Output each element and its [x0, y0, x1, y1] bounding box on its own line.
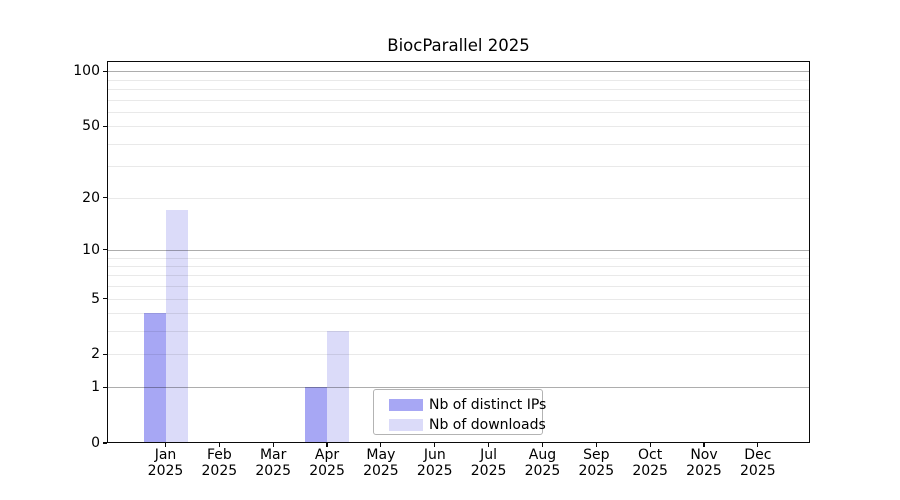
gridline-minor — [108, 313, 809, 315]
x-tick-label: Apr 2025 — [309, 447, 345, 479]
gridline-minor — [108, 143, 809, 145]
x-tick-label: Jun 2025 — [416, 447, 453, 479]
bar-distinct-ips-jan-2025 — [143, 313, 166, 443]
legend-item-distinct-ips: Nb of distinct IPs — [374, 395, 546, 415]
x-tick — [488, 443, 490, 447]
x-tick-label: Dec 2025 — [740, 447, 776, 479]
gridline-minor — [108, 331, 809, 333]
legend-item-downloads: Nb of downloads — [374, 415, 546, 435]
y-tick — [103, 298, 107, 300]
gridline-minor — [108, 257, 809, 259]
y-tick-label: 10 — [82, 241, 100, 258]
y-tick-label: 100 — [73, 63, 100, 80]
gridline-minor — [108, 111, 809, 113]
x-tick-label: Nov 2025 — [686, 447, 722, 479]
x-tick — [595, 443, 597, 447]
y-tick — [103, 442, 107, 444]
x-tick — [326, 443, 328, 447]
x-tick — [649, 443, 651, 447]
x-tick — [218, 443, 220, 447]
gridline-minor — [108, 275, 809, 277]
gridline-minor — [108, 79, 809, 81]
x-tick-label: Feb 2025 — [201, 447, 238, 479]
chart-title: BiocParallel 2025 — [387, 36, 530, 55]
x-tick — [757, 443, 759, 447]
gridline-minor — [108, 166, 809, 168]
legend-swatch-downloads — [389, 419, 423, 431]
bar-distinct-ips-apr-2025 — [305, 387, 328, 443]
x-tick-label: Mar 2025 — [255, 447, 291, 479]
y-tick — [103, 386, 107, 388]
legend-swatch-distinct-ips — [389, 399, 423, 411]
gridline-minor — [108, 298, 809, 300]
axes-spines — [107, 61, 810, 443]
gridline-major — [108, 71, 809, 73]
x-tick — [541, 443, 544, 447]
gridline-minor — [108, 286, 809, 288]
y-tick — [103, 70, 107, 72]
x-tick-label: Aug 2025 — [524, 447, 561, 479]
x-tick — [380, 443, 382, 447]
x-tick-label: Jul 2025 — [470, 447, 507, 479]
gridline-minor — [108, 126, 809, 128]
x-tick-label: Oct 2025 — [632, 447, 668, 479]
y-tick-label: 2 — [91, 346, 100, 363]
y-tick-label: 1 — [91, 379, 100, 396]
x-tick-label: May 2025 — [363, 447, 399, 479]
gridline-minor — [108, 99, 809, 101]
gridline-minor — [108, 265, 809, 267]
legend-label-downloads: Nb of downloads — [429, 417, 546, 433]
legend: Nb of distinct IPs Nb of downloads — [373, 389, 546, 435]
y-tick — [103, 197, 107, 199]
gridline-major — [108, 249, 809, 251]
x-tick-label: Sep 2025 — [578, 447, 615, 479]
x-tick — [164, 443, 167, 447]
gridline-major — [108, 387, 809, 389]
x-tick — [434, 443, 436, 447]
gridline-minor — [108, 88, 809, 90]
bar-downloads-apr-2025 — [327, 331, 350, 443]
bar-downloads-jan-2025 — [165, 210, 188, 443]
gridline-minor — [108, 197, 809, 199]
x-tick — [703, 443, 705, 447]
x-tick-label: Jan 2025 — [147, 447, 184, 479]
y-tick-label: 5 — [91, 290, 100, 307]
gridline-minor — [108, 354, 809, 356]
y-tick — [103, 249, 107, 251]
y-tick-label: 20 — [82, 189, 100, 206]
y-tick-label: 0 — [91, 435, 100, 451]
legend-label-distinct-ips: Nb of distinct IPs — [429, 397, 547, 413]
y-tick — [103, 125, 107, 127]
x-tick — [272, 443, 274, 447]
y-tick — [103, 353, 107, 356]
y-tick-label: 50 — [82, 118, 100, 135]
